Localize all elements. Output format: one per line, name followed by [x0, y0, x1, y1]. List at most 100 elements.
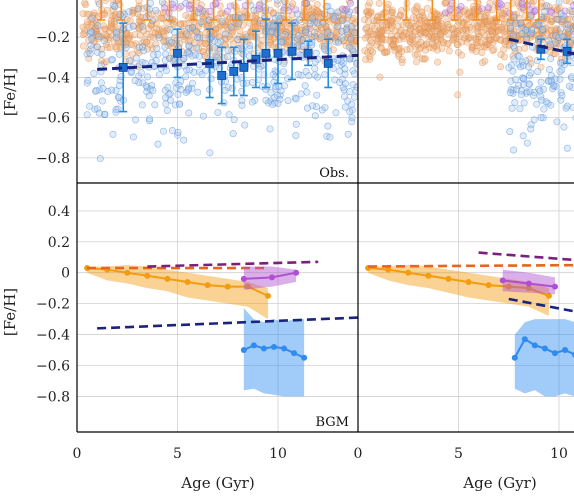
blue-star-point: [347, 35, 355, 43]
blue-star-point: [570, 31, 574, 39]
orange-star-point: [225, 32, 233, 40]
observed-trend-line: [508, 37, 574, 56]
orange-star-point: [217, 10, 225, 18]
binned-mean-marker: [303, 48, 313, 58]
top-y-axis-label: [Fe/H]: [1, 68, 19, 116]
orange-star-point: [106, 44, 114, 52]
blue-star-point: [524, 63, 532, 71]
model-mean-marker: [260, 345, 267, 352]
orange-star-point: [377, 44, 385, 52]
orange-star-point: [376, 73, 384, 81]
orange-star-point: [412, 58, 420, 66]
orange-star-point: [381, 48, 389, 56]
orange-star-point: [136, 32, 144, 40]
model-trend-line: [368, 263, 574, 268]
blue-star-point: [155, 34, 163, 42]
blue-star-point: [134, 5, 142, 13]
orange-star-point: [441, 27, 449, 35]
blue-star-point: [528, 26, 536, 34]
blue-star-point: [313, 91, 321, 99]
model-dispersion-band: [514, 319, 574, 397]
orange-star-point: [364, 18, 372, 26]
orange-star-point: [456, 26, 464, 34]
orange-star-point: [478, 28, 486, 36]
orange-star-point: [398, 58, 406, 66]
blue-star-point: [547, 76, 555, 84]
model-mean-marker: [499, 277, 506, 284]
blue-star-point: [518, 30, 526, 38]
blue-star-point: [223, 53, 231, 61]
orange-star-point: [382, 21, 390, 29]
blue-star-point: [302, 28, 310, 36]
blue-star-point: [305, 72, 313, 80]
blue-star-point: [185, 109, 193, 117]
blue-star-point: [225, 111, 233, 119]
blue-star-point: [269, 22, 277, 30]
blue-star-point: [186, 66, 194, 74]
blue-star-point: [165, 90, 173, 98]
orange-star-point: [111, 11, 119, 19]
orange-star-point: [429, 44, 437, 52]
blue-star-point: [192, 28, 200, 36]
orange-star-point: [434, 21, 442, 29]
y-tick-label: −0.8: [36, 151, 70, 167]
orange-star-point: [157, 14, 165, 22]
blue-star-point: [152, 6, 160, 14]
blue-star-point: [185, 50, 193, 58]
orange-star-point: [366, 28, 374, 36]
orange-star-point: [444, 20, 452, 28]
orange-star-point: [405, 29, 413, 37]
blue-star-point: [540, 105, 548, 113]
orange-star-point: [417, 38, 425, 46]
blue-star-point: [343, 28, 351, 36]
blue-star-point: [563, 102, 571, 110]
model-mean-marker: [562, 347, 569, 354]
blue-star-point: [558, 92, 566, 100]
orange-star-point: [309, 0, 316, 2]
model-trend-line: [478, 251, 574, 262]
orange-star-point: [518, 5, 526, 13]
blue-star-point: [313, 103, 321, 111]
blue-star-point: [161, 43, 169, 51]
orange-star-point: [449, 34, 457, 42]
orange-star-point: [396, 12, 404, 20]
orange-star-point: [406, 45, 414, 53]
orange-star-point: [412, 43, 420, 51]
orange-star-point: [566, 29, 574, 37]
model-mean-marker: [291, 350, 298, 357]
blue-star-point: [507, 77, 515, 85]
blue-star-point: [558, 15, 566, 23]
orange-star-point: [151, 29, 159, 37]
blue-star-point: [144, 73, 152, 81]
y-tick-label: 0.4: [48, 204, 70, 220]
orange-star-point: [182, 11, 190, 19]
orange-star-point: [423, 40, 431, 48]
blue-star-point: [566, 82, 574, 90]
blue-star-point: [350, 93, 358, 101]
blue-star-point: [166, 26, 174, 34]
orange-star-point: [109, 0, 117, 3]
blue-star-point: [269, 71, 277, 79]
blue-star-point: [306, 20, 314, 28]
blue-star-point: [115, 81, 123, 89]
orange-star-point: [158, 14, 166, 22]
blue-star-point: [533, 100, 541, 108]
blue-star-point: [509, 67, 517, 75]
orange-star-point: [411, 51, 419, 59]
blue-star-point: [546, 41, 554, 49]
orange-star-point: [429, 7, 437, 15]
y-tick-label: −0.8: [36, 389, 70, 405]
blue-star-point: [154, 50, 162, 58]
blue-star-point: [172, 84, 180, 92]
x-tick-label: 0: [73, 446, 82, 462]
orange-star-point: [236, 27, 244, 35]
blue-star-point: [180, 54, 188, 62]
blue-star-point: [526, 88, 534, 96]
binned-mean-marker: [323, 58, 333, 68]
orange-star-point: [210, 29, 218, 37]
blue-star-point: [98, 97, 106, 105]
blue-star-point: [506, 127, 514, 135]
bgm-panel-label: BGM: [316, 415, 350, 430]
blue-star-point: [559, 32, 567, 40]
orange-star-point: [497, 51, 505, 59]
